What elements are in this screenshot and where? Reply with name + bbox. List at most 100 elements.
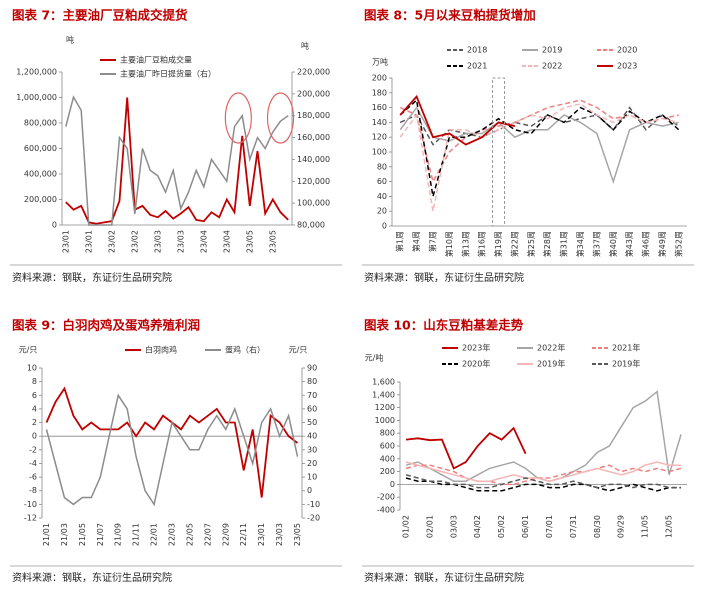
series-line	[399, 106, 680, 146]
y-tick-label: 1,600	[372, 378, 395, 387]
legend-label: 2023	[617, 62, 637, 71]
chart-panel: 图表 7：主要油厂豆粕成交提货资料来源：钢联，东证衍生品研究院吨吨0200,00…	[10, 8, 342, 284]
y-tick-label: 400	[380, 454, 395, 463]
y-tick-label: 600	[380, 442, 395, 451]
highlight-circle	[224, 92, 252, 144]
y-tick-label: -10	[24, 500, 37, 509]
legend-label: 2020	[617, 46, 637, 55]
y-tick-label: 120	[372, 133, 387, 142]
x-tick-label: 02/01	[425, 515, 434, 538]
x-tick-label: 21/07	[96, 523, 105, 546]
source-note: 资料来源：钢联，东证衍生品研究院	[364, 571, 524, 584]
legend-label: 2023年	[462, 343, 490, 353]
y-tick-label: 6	[32, 391, 37, 400]
y-unit: 吨	[66, 35, 74, 45]
series-line	[399, 106, 679, 185]
x-tick-label: 23/05	[293, 523, 302, 546]
x-tick-label: 23/04	[222, 230, 231, 253]
y-tick-label: -200	[377, 493, 395, 502]
y-tick-label: 400,000	[24, 170, 57, 179]
x-tick-label: 21/05	[78, 523, 87, 546]
y-tick-label: 100	[372, 148, 387, 157]
y-tick-label: 600,000	[24, 144, 57, 153]
y-tick-label: 40	[377, 192, 387, 201]
y-tick-label: 0	[390, 480, 395, 489]
y-tick-label: 200,000	[24, 195, 57, 204]
y-tick-label: -2	[29, 445, 37, 454]
y2-tick-label: 80	[307, 377, 317, 386]
x-tick-label: 23/01	[84, 230, 93, 253]
x-tick-label: 第37周	[591, 231, 601, 257]
x-tick-label: 23/02	[130, 230, 139, 253]
x-tick-label: 03/03	[449, 515, 458, 538]
series-line	[45, 386, 299, 498]
y-tick-label: 1,200,000	[16, 68, 57, 77]
y2-unit: 吨	[301, 41, 309, 51]
y-tick-label: 140	[372, 118, 387, 127]
x-tick-label: 22/01	[150, 523, 159, 546]
y2-tick-label: 90	[307, 364, 317, 373]
highlight-box	[492, 77, 506, 227]
y2-tick-label: 0	[307, 486, 312, 495]
chart-title: 图表 10：山东豆粕基差走势	[364, 318, 524, 333]
y2-tick-label: -10	[307, 500, 320, 509]
series-line	[45, 393, 299, 507]
x-tick-label: 第31周	[559, 231, 569, 257]
x-tick-label: 第43周	[624, 231, 634, 257]
legend-label: 白羽肉鸡	[145, 345, 177, 355]
x-tick-label: 05/02	[497, 515, 506, 538]
legend-label: 2021	[467, 62, 487, 71]
x-tick-label: 第7周	[427, 231, 437, 252]
chart-title: 图表 8：5月以来豆粕提货增加	[364, 8, 536, 23]
y-tick-label: -4	[29, 459, 37, 468]
x-tick-label: 01/02	[401, 515, 410, 538]
y-tick-label: 10	[27, 364, 37, 373]
x-tick-label: 23/05	[245, 230, 254, 253]
x-tick-label: 22/07	[203, 523, 212, 546]
y2-tick-label: 60	[307, 404, 317, 413]
x-tick-label: 第13周	[460, 231, 470, 257]
y2-tick-label: 30	[307, 445, 317, 454]
legend-label: 主要油厂昨日提货量（右）	[120, 69, 216, 79]
source-note: 资料来源：钢联，东证衍生品研究院	[364, 271, 524, 284]
y-tick-label: 1000	[375, 416, 395, 425]
legend-label: 蛋鸡（右）	[225, 345, 265, 355]
x-tick-label: 第19周	[493, 231, 503, 257]
x-tick-label: 第25周	[526, 231, 536, 257]
legend-label: 主要油厂豆粕成交量	[120, 55, 192, 65]
y-tick-label: 20	[377, 207, 387, 216]
highlight-circle	[266, 92, 295, 144]
legend-label: 2019	[542, 46, 562, 55]
source-note: 资料来源：钢联，东证衍生品研究院	[12, 571, 172, 584]
series-line	[399, 98, 680, 197]
x-tick-label: 23/03	[275, 523, 284, 546]
x-tick-label: 第28周	[542, 231, 552, 257]
y-tick-label: 800,000	[24, 119, 57, 128]
y-tick-label: -6	[29, 473, 37, 482]
series-line	[399, 99, 679, 184]
series-line	[65, 97, 289, 225]
y2-tick-label: 140,000	[297, 155, 330, 164]
y-tick-label: 60	[377, 177, 387, 186]
x-tick-label: 第40周	[608, 231, 618, 257]
series-line	[405, 426, 527, 470]
x-tick-label: 12/05	[665, 515, 674, 538]
y2-tick-label: 40	[307, 432, 317, 441]
legend-label: 2022	[542, 62, 562, 71]
y-tick-label: 200	[372, 74, 387, 83]
y-tick-label: -12	[24, 514, 37, 523]
x-tick-label: 第22周	[509, 231, 519, 257]
y2-tick-label: 50	[307, 418, 317, 427]
x-tick-label: 22/05	[185, 523, 194, 546]
x-tick-label: 04/02	[473, 515, 482, 538]
x-tick-label: 23/03	[176, 230, 185, 253]
x-tick-label: 11/05	[641, 515, 650, 538]
y2-tick-label: 200,000	[297, 89, 330, 98]
y2-tick-label: 120,000	[297, 177, 330, 186]
y2-tick-label: -20	[307, 514, 320, 523]
y-tick-label: 160	[372, 103, 387, 112]
legend-label: 2018	[467, 46, 487, 55]
y2-unit: 元/只	[289, 346, 308, 355]
